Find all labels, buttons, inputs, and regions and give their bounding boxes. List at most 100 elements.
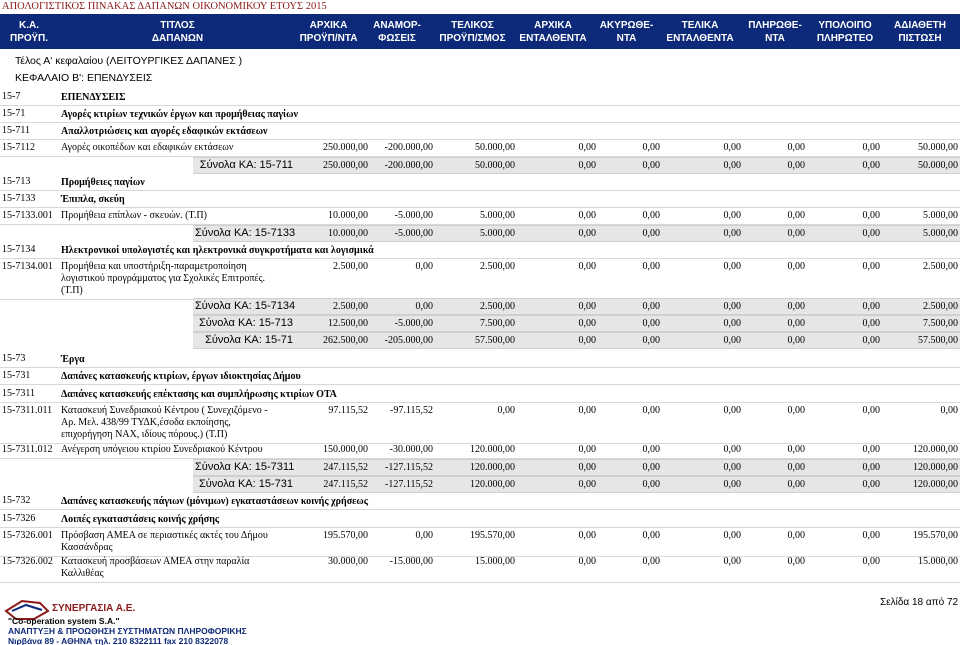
subtotal-label: Σύνολα ΚΑ: 15-711 [199, 159, 293, 171]
column-header-band [0, 14, 960, 49]
company-logo-icon [4, 599, 50, 621]
subtotal-label: Σύνολα ΚΑ: 15-713 [198, 317, 293, 329]
amount-cell: 50.000,00 [918, 142, 958, 153]
row-code: 15-7311.012 [2, 444, 53, 455]
amount-cell: 0,00 [642, 228, 661, 239]
amount-cell: 0,00 [723, 444, 742, 455]
column-header-line: ΠΡΟΫΠ/ΝΤΑ [299, 32, 358, 44]
amount-cell: 0,00 [723, 479, 742, 490]
amount-cell: 0,00 [787, 530, 806, 541]
footer-line-2: ΑΝΑΠΤΥΞΗ & ΠΡΟΩΘΗΣΗ ΣΥΣΤΗΜΑΤΩΝ ΠΛΗΡΟΦΟΡΙ… [8, 626, 247, 636]
column-header: ΤΕΛΙΚΟΣ ΠΡΟΫΠ/ΣΜΟΣ [432, 14, 513, 49]
row-code: 15-731 [2, 370, 31, 381]
amount-cell: 0,00 [578, 228, 597, 239]
amount-cell: 0,00 [862, 479, 881, 490]
amount-cell: 0,00 [787, 444, 806, 455]
amount-cell: 0,00 [642, 261, 661, 272]
column-header-line: ΤΙΤΛΟΣ [160, 19, 195, 31]
subtotal-label: Σύνολα ΚΑ: 15-7311 [195, 461, 295, 473]
row-code: 15-7326 [2, 513, 36, 524]
row-divider [0, 190, 960, 191]
row-code: 15-7311.011 [2, 405, 53, 416]
subtotal-row [193, 225, 960, 242]
amount-cell: 0,00 [415, 261, 434, 272]
amount-cell: 0,00 [642, 318, 661, 329]
amount-cell: 0,00 [578, 160, 597, 171]
amount-cell: 0,00 [642, 210, 661, 221]
amount-cell: 5.000,00 [480, 228, 515, 239]
section-title: Τέλος Α' κεφαλαίου (ΛΕΙΤΟΥΡΓΙΚΕΣ ΔΑΠΑΝΕΣ… [15, 55, 243, 67]
row-code: 15-711 [2, 125, 30, 136]
amount-cell: 0,00 [862, 301, 881, 312]
amount-cell: 10.000,00 [328, 228, 368, 239]
subtotal-row [193, 476, 960, 493]
amount-cell: 250.000,00 [323, 160, 368, 171]
row-description: Προμήθεια και υποστήριξη-παραμετροποίηση… [61, 261, 323, 297]
amount-cell: 0,00 [578, 405, 597, 416]
amount-cell: 10.000,00 [328, 210, 368, 221]
amount-cell: 0,00 [787, 261, 806, 272]
amount-cell: 0,00 [787, 462, 806, 473]
amount-cell: -205.000,00 [384, 335, 433, 346]
amount-cell: 0,00 [862, 210, 881, 221]
row-description: Προμήθεια επίπλων - σκευών. (Τ.Π) [61, 210, 323, 222]
subtotal-row [193, 459, 960, 476]
row-code: 15-7 [2, 91, 21, 102]
subtotal-label: Σύνολα ΚΑ: 15-731 [198, 478, 293, 490]
row-code: 15-732 [2, 495, 31, 506]
amount-cell: 0,00 [578, 444, 597, 455]
amount-cell: 0,00 [578, 261, 597, 272]
amount-cell: 0,00 [862, 444, 881, 455]
column-header-line: ΝΤΑ [616, 32, 637, 44]
amount-cell: 0,00 [578, 301, 597, 312]
row-group-title: ΕΠΕΝΔΥΣΕΙΣ [61, 92, 126, 103]
amount-cell: 0,00 [862, 318, 881, 329]
row-divider [0, 556, 960, 557]
amount-cell: 0,00 [642, 160, 661, 171]
amount-cell: 15.000,00 [475, 556, 515, 567]
amount-cell: 7.500,00 [480, 318, 515, 329]
subtotal-row [193, 298, 960, 315]
row-divider [0, 122, 960, 123]
chapter-title: ΚΕΦΑΛΑΙΟ Β': ΕΠΕΝΔΥΣΕΙΣ [15, 72, 153, 84]
row-divider [0, 443, 960, 444]
row-description: Αγορές οικοπέδων και εδαφικών εκτάσεων [61, 142, 323, 154]
amount-cell: 0,00 [578, 556, 597, 567]
row-group-title: Δαπάνες κατασκευής πάγιων (μόνιμων) εγκα… [61, 496, 368, 507]
row-code: 15-7134.001 [2, 261, 53, 272]
amount-cell: 0,00 [642, 444, 661, 455]
row-divider [0, 582, 960, 583]
column-header-line: ΝΤΑ [765, 32, 785, 44]
column-header: ΑΡΧΙΚΑ ΠΡΟΫΠ/ΝΤΑ [295, 14, 362, 49]
amount-cell: 0,00 [862, 405, 881, 416]
amount-cell: -15.000,00 [389, 556, 433, 567]
amount-cell: 0,00 [723, 261, 742, 272]
row-divider [0, 402, 960, 403]
amount-cell: 0,00 [723, 301, 742, 312]
column-header-line: ΑΔΙΑΘΕΤΗ [894, 19, 946, 31]
row-description-line: Καλλιθέας [61, 568, 104, 579]
amount-cell: 0,00 [642, 462, 661, 473]
row-code: 15-7326.002 [2, 556, 53, 567]
row-group-title: Έργα [61, 354, 85, 365]
amount-cell: -5.000,00 [394, 228, 433, 239]
column-header-line: ΠΡΟΫΠ. [9, 32, 49, 44]
amount-cell: -97.115,52 [390, 405, 433, 416]
amount-cell: 120.000,00 [913, 444, 958, 455]
amount-cell: -30.000,00 [389, 444, 433, 455]
page-number: Σελίδα 18 από 72 [880, 597, 959, 608]
amount-cell: 0,00 [642, 335, 661, 346]
amount-cell: 2.500,00 [923, 301, 958, 312]
amount-cell: 0,00 [723, 160, 742, 171]
subtotal-row [193, 332, 960, 349]
amount-cell: 0,00 [642, 530, 661, 541]
amount-cell: 57.500,00 [918, 335, 958, 346]
column-header-line: ΕΝΤΑΛΘΕΝΤΑ [666, 32, 734, 44]
amount-cell: 0,00 [787, 479, 806, 490]
column-header-line: ΑΡΧΙΚΑ [309, 19, 348, 31]
amount-cell: 30.000,00 [328, 556, 368, 567]
amount-cell: 0,00 [723, 142, 742, 153]
row-description-line: λογιστικού προγράμματος για Σχολικές Επι… [61, 273, 266, 284]
amount-cell: -5.000,00 [394, 318, 433, 329]
amount-cell: 0,00 [723, 405, 742, 416]
